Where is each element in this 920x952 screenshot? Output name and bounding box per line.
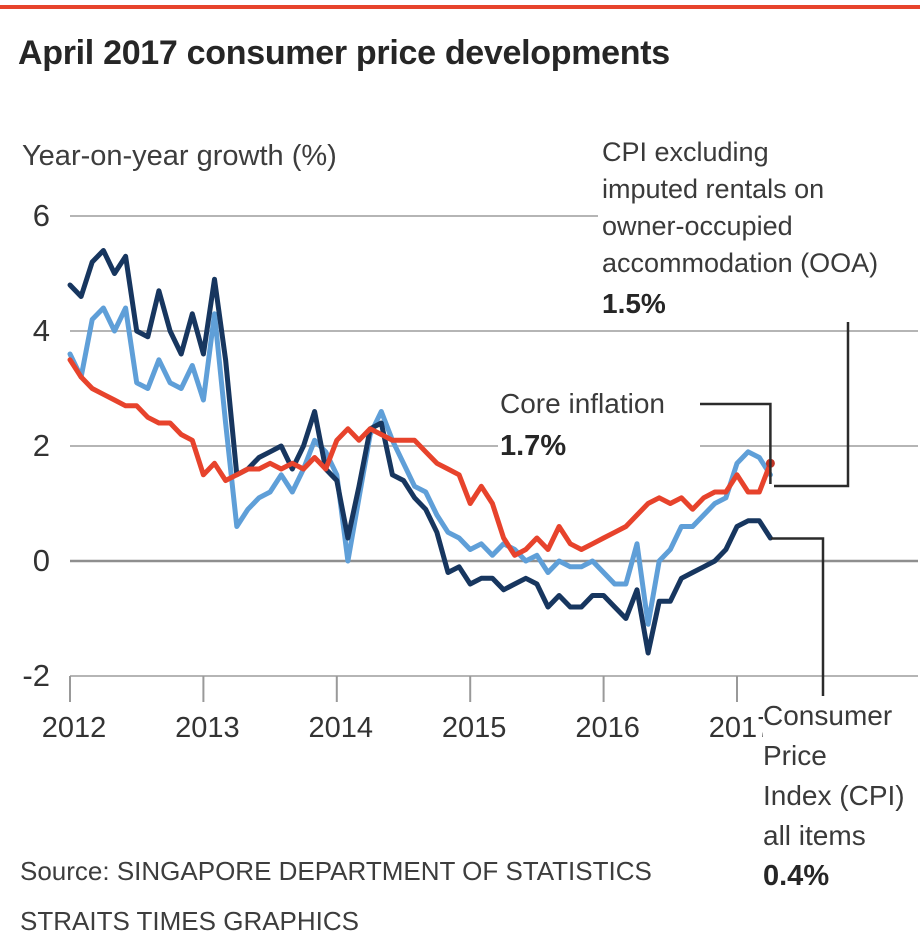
graphics-credit-line: STRAITS TIMES GRAPHICS	[20, 906, 360, 936]
x-tick-label-2015: 2015	[441, 712, 507, 744]
annotation-cpi-ex-ooa-line4: accommodation (OOA)	[602, 248, 879, 278]
annotation-cpi-all-items-line1: Consumer	[763, 700, 893, 731]
y-tick-label--2: -2	[22, 658, 50, 693]
x-tick-label-2016: 2016	[575, 712, 640, 744]
callout-line-ooa	[774, 298, 850, 488]
series-layer	[67, 248, 775, 656]
y-tick-label-2: 2	[32, 428, 50, 463]
page-title: April 2017 consumer price developments	[18, 34, 670, 72]
annotation-cpi-ex-ooa-line2: imputed rentals on	[602, 174, 825, 204]
annotation-cpi-ex-ooa-value: 1.5%	[602, 288, 666, 319]
y-tick-label-6: 6	[32, 198, 50, 233]
annotation-core-inflation-value: 1.7%	[500, 430, 567, 462]
callout-line-cpi-all-items	[771, 537, 825, 700]
annotation-cpi-ex-ooa: CPI excluding imputed rentals on owner-o…	[598, 134, 918, 322]
x-tick-label-2014: 2014	[308, 712, 374, 744]
annotation-cpi-all-items: Consumer Price Index (CPI) all items 0.4…	[763, 696, 918, 896]
source-credit: Source: SINGAPORE DEPARTMENT OF STATISTI…	[20, 846, 652, 946]
annotation-cpi-all-items-line2: Price	[763, 740, 827, 771]
y-tick-label-0: 0	[32, 543, 50, 578]
annotation-cpi-all-items-value: 0.4%	[763, 860, 830, 892]
y-axis-title: Year-on-year growth (%)	[22, 140, 337, 172]
x-tick-label-2013: 2013	[175, 712, 240, 744]
series-line-cpi_all_items	[67, 248, 773, 656]
annotation-cpi-ex-ooa-line1: CPI excluding	[602, 137, 769, 167]
annotation-cpi-all-items-line4: all items	[763, 820, 866, 851]
callout-line-core-inflation	[697, 402, 772, 484]
x-tick-label-2012: 2012	[41, 712, 107, 744]
series-line-cpi_ex_ooa	[67, 305, 773, 627]
annotation-core-inflation: Core inflation 1.7%	[498, 386, 700, 468]
top-accent-rule	[0, 5, 920, 9]
series-line-core_inflation	[67, 357, 773, 558]
annotation-cpi-all-items-line3: Index (CPI)	[763, 780, 905, 811]
x-tick-label-2017: 2017	[708, 712, 774, 744]
source-line: Source: SINGAPORE DEPARTMENT OF STATISTI…	[20, 856, 652, 886]
grid-layer	[69, 215, 918, 702]
annotation-core-inflation-label: Core inflation	[500, 388, 665, 419]
y-tick-label-4: 4	[32, 313, 50, 348]
annotation-cpi-ex-ooa-line3: owner-occupied	[602, 211, 793, 241]
